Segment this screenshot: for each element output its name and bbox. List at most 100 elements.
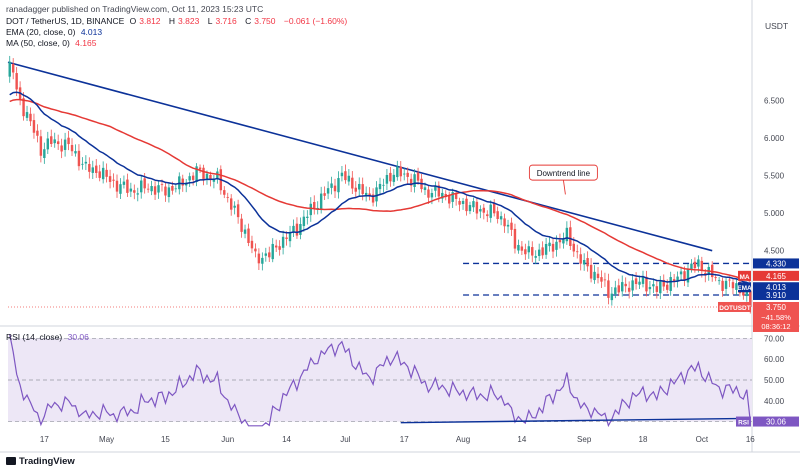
last-price-value: 3.750 bbox=[766, 303, 787, 312]
ema-value: 4.013 bbox=[80, 27, 103, 37]
candle-body bbox=[382, 184, 385, 186]
time-tick-label: 14 bbox=[517, 435, 526, 444]
candle-body bbox=[195, 166, 198, 182]
candle-body bbox=[278, 246, 281, 250]
candle-body bbox=[129, 188, 133, 192]
time-tick-label: Sep bbox=[577, 435, 592, 444]
candle-body bbox=[749, 290, 752, 307]
candle-body bbox=[50, 136, 53, 144]
candle-body bbox=[122, 181, 126, 185]
candle-body bbox=[88, 163, 91, 172]
candle-body bbox=[254, 248, 257, 252]
price-label-text: 4.013 bbox=[766, 283, 787, 292]
candle-body bbox=[600, 277, 603, 282]
candle-body bbox=[136, 193, 139, 195]
candle-body bbox=[330, 183, 333, 188]
candle-body bbox=[614, 287, 617, 295]
price-label-ema bbox=[753, 282, 799, 293]
candle-body bbox=[392, 174, 396, 182]
ma-label: MA (50, close, 0) bbox=[6, 38, 70, 48]
candle-body bbox=[77, 150, 81, 167]
candle-body bbox=[634, 278, 638, 285]
candle-body bbox=[81, 163, 84, 165]
candle-body bbox=[354, 187, 357, 192]
last-price-tag bbox=[718, 301, 751, 312]
candle-body bbox=[409, 178, 413, 186]
time-tick-label: 17 bbox=[400, 435, 409, 444]
price-label-text: 3.910 bbox=[766, 291, 787, 300]
rsi-value-text: 30.06 bbox=[766, 418, 787, 427]
candle-body bbox=[29, 113, 32, 122]
ohlc-close: C 3.750 bbox=[245, 16, 276, 26]
candle-body bbox=[115, 180, 119, 192]
candle-body bbox=[25, 112, 29, 118]
candle-body bbox=[91, 167, 94, 173]
candle-body bbox=[569, 227, 572, 246]
candle-body bbox=[610, 293, 614, 301]
candle-body bbox=[506, 224, 510, 227]
candle-body bbox=[399, 166, 402, 177]
candle-body bbox=[243, 229, 247, 234]
time-tick-label: Oct bbox=[696, 435, 709, 444]
candle-body bbox=[416, 172, 420, 181]
candle-body bbox=[226, 196, 229, 198]
candle-body bbox=[288, 232, 292, 242]
candle-body bbox=[413, 174, 416, 187]
candle-body bbox=[164, 186, 167, 196]
ohlc-low: L 3.716 bbox=[207, 16, 237, 26]
candle-body bbox=[174, 188, 178, 190]
rsi-tag bbox=[736, 416, 751, 427]
candle-body bbox=[229, 198, 233, 210]
candle-body bbox=[101, 167, 105, 180]
candle-body bbox=[648, 287, 652, 290]
candle-body bbox=[108, 176, 112, 182]
candle-body bbox=[672, 279, 676, 282]
indicator-tag-text: MA bbox=[739, 274, 749, 281]
candle-body bbox=[603, 279, 607, 281]
candle-body bbox=[309, 203, 313, 216]
candle-body bbox=[302, 216, 306, 227]
price-label-level bbox=[753, 289, 799, 300]
candle-body bbox=[32, 120, 36, 133]
candle-body bbox=[447, 195, 451, 204]
candle-body bbox=[240, 218, 243, 232]
candle-body bbox=[655, 286, 659, 292]
candle-body bbox=[268, 252, 271, 258]
candle-body bbox=[582, 260, 586, 265]
time-tick-label: Jul bbox=[340, 435, 350, 444]
price-label-text: 4.165 bbox=[766, 272, 787, 281]
candle-body bbox=[548, 242, 551, 247]
candle-body bbox=[627, 287, 631, 292]
last-price-label bbox=[753, 301, 799, 332]
price-tick-label: 6.500 bbox=[764, 97, 785, 106]
candle-body bbox=[333, 185, 337, 192]
rsi-tick-label: 40.00 bbox=[764, 397, 785, 406]
candle-body bbox=[368, 193, 371, 197]
time-tick-label: 18 bbox=[639, 435, 648, 444]
candle-body bbox=[70, 145, 74, 152]
candle-body bbox=[496, 211, 499, 219]
candle-body bbox=[406, 172, 409, 177]
candle-body bbox=[562, 239, 565, 244]
rsi-line bbox=[9, 334, 751, 428]
candle-body bbox=[358, 183, 361, 190]
candle-body bbox=[236, 204, 240, 218]
candle-body bbox=[396, 166, 399, 178]
indicator-tag bbox=[738, 270, 751, 281]
candle-body bbox=[364, 192, 368, 197]
candle-body bbox=[659, 281, 662, 294]
candle-body bbox=[465, 198, 468, 212]
candle-body bbox=[527, 246, 531, 253]
candle-body bbox=[313, 202, 316, 209]
currency-label: USDT bbox=[765, 21, 789, 31]
candle-body bbox=[337, 178, 340, 193]
candle-body bbox=[475, 201, 479, 214]
ma-legend: MA (50, close, 0) 4.165 bbox=[6, 38, 99, 49]
candle-body bbox=[150, 186, 153, 192]
tradingview-logo-icon bbox=[6, 457, 16, 465]
candle-body bbox=[537, 249, 541, 256]
price-tick-label: 5.000 bbox=[764, 209, 785, 218]
candle-body bbox=[167, 187, 171, 198]
candle-body bbox=[153, 186, 157, 195]
